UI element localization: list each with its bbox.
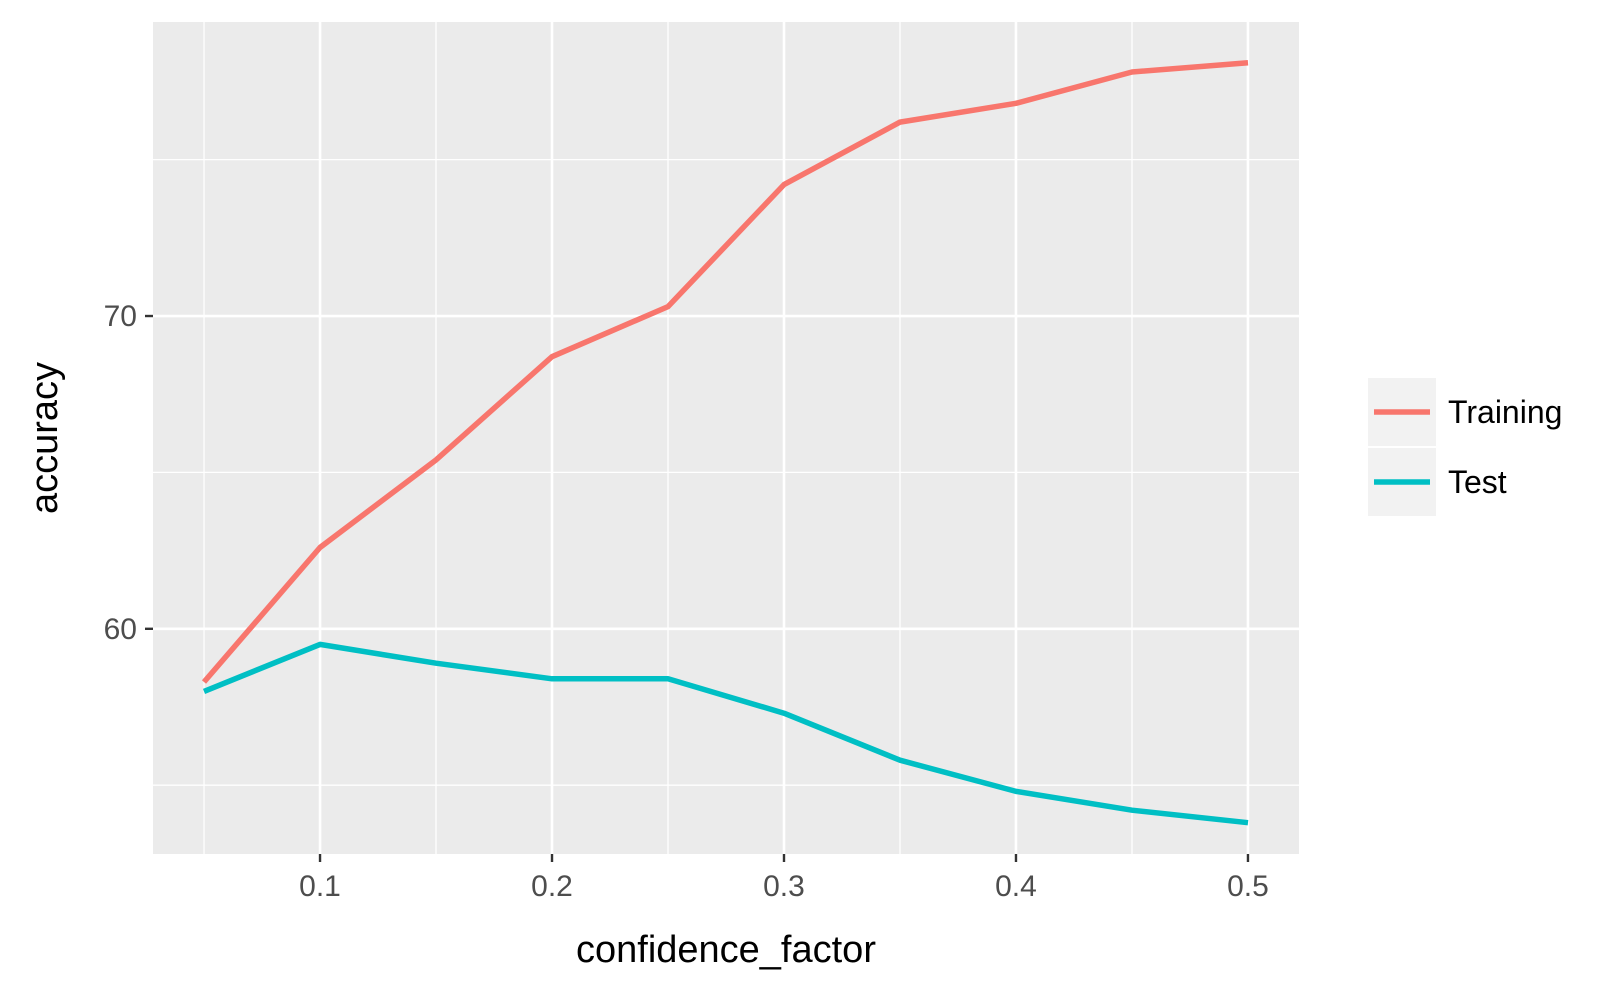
minor-gridlines xyxy=(153,22,1299,854)
plot-panel xyxy=(153,22,1299,854)
y-axis-title: accuracy xyxy=(24,362,66,514)
x-axis-title: confidence_factor xyxy=(576,929,876,971)
legend: Training Test xyxy=(1368,378,1562,516)
x-tick-label: 0.5 xyxy=(1227,870,1269,903)
major-gridlines xyxy=(153,22,1299,854)
x-tick-label: 0.4 xyxy=(995,870,1037,903)
x-tick-label: 0.2 xyxy=(531,870,573,903)
series-line-training xyxy=(201,59,1249,684)
series-lines xyxy=(201,59,1249,826)
y-axis: 60 70 xyxy=(104,300,153,646)
x-tick-label: 0.3 xyxy=(763,870,805,903)
series-line-test xyxy=(202,641,1249,826)
y-tick-label: 70 xyxy=(104,300,137,333)
y-tick-label: 60 xyxy=(104,613,137,646)
legend-label-test: Test xyxy=(1448,464,1507,500)
legend-label-training: Training xyxy=(1448,394,1562,430)
x-tick-label: 0.1 xyxy=(299,870,341,903)
x-axis: 0.1 0.2 0.3 0.4 0.5 xyxy=(299,854,1269,903)
